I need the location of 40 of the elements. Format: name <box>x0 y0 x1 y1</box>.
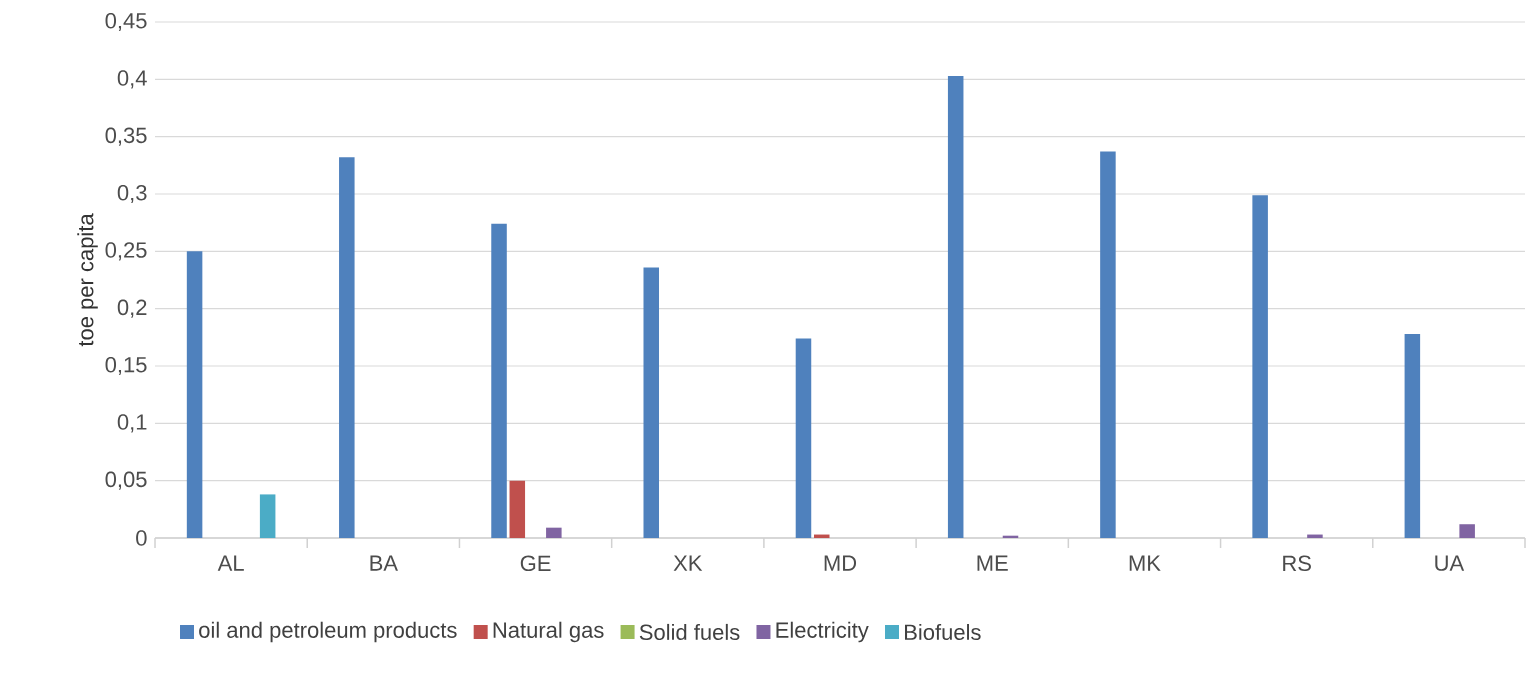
x-tick-label: MD <box>824 555 857 571</box>
bar <box>813 534 830 538</box>
bar <box>947 75 964 538</box>
bar <box>795 338 812 538</box>
y-tick-label: 0,15 <box>105 356 147 376</box>
bar <box>1252 195 1268 538</box>
y-tick-label: 0,35 <box>105 127 147 146</box>
x-tick-label: ME <box>977 555 1008 571</box>
y-tick-label: 0 <box>136 530 147 546</box>
y-tick-label: 0,45 <box>105 12 147 32</box>
x-tick-label: UA <box>1435 555 1465 571</box>
bar <box>339 157 355 538</box>
x-tick-label: GE <box>520 555 551 572</box>
bar <box>186 251 203 538</box>
legend-label: oil and petroleum products <box>199 621 457 643</box>
y-tick-label: 0,3 <box>117 184 147 204</box>
bar <box>509 480 526 538</box>
legend-label: Natural gas <box>493 621 604 643</box>
x-tick-label: AL <box>217 555 244 571</box>
bar <box>1459 524 1475 538</box>
bar <box>1307 534 1323 538</box>
y-tick-label: 0,4 <box>117 70 147 89</box>
legend-label: Biofuels <box>905 623 981 641</box>
x-tick-label: XK <box>673 555 703 571</box>
y-tick-label: 0,05 <box>105 471 147 490</box>
y-tick-label: 0,1 <box>117 414 147 433</box>
x-tick-label: BA <box>370 555 398 571</box>
bar <box>491 223 507 538</box>
x-tick-label: RS <box>1283 555 1311 572</box>
bar <box>259 494 276 538</box>
x-tick-label: MK <box>1129 555 1161 571</box>
legend-label: Electricity <box>776 621 869 643</box>
bar <box>546 527 562 538</box>
y-tick-label: 0,2 <box>117 299 147 318</box>
bar <box>1404 333 1421 538</box>
bar <box>643 267 660 538</box>
y-axis-title: toe per capita <box>77 213 98 347</box>
bar <box>1100 151 1116 538</box>
legend-label: Solid fuels <box>639 623 740 641</box>
y-tick-label: 0,25 <box>105 242 147 261</box>
